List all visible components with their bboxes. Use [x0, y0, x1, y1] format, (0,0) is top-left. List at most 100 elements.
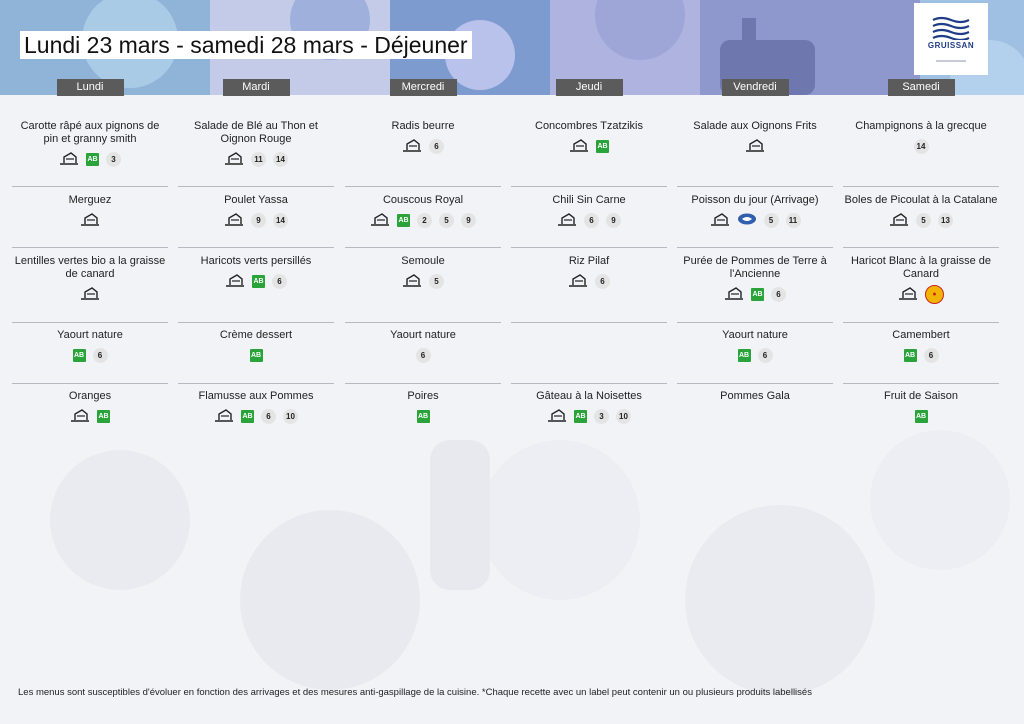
dish-name: Boles de Picoulat à la Catalane — [844, 194, 998, 206]
allergen-badge: 10 — [283, 409, 298, 424]
homemade-icon — [557, 212, 577, 230]
page-title: Lundi 23 mars - samedi 28 mars - Déjeune… — [20, 31, 472, 59]
meal-icons: AB 6 — [843, 348, 999, 363]
meal-icons: 11 14 — [178, 151, 334, 169]
meal-cell: Radis beurre 6 — [345, 120, 501, 154]
dish-name: Merguez — [68, 194, 112, 206]
row-separator — [843, 186, 999, 187]
organic-bio-icon: AB — [751, 288, 764, 301]
row-separator — [511, 247, 667, 248]
organic-bio-icon: AB — [574, 410, 587, 423]
row-separator — [345, 186, 501, 187]
dish-name: Carotte râpé aux pignons de pin et grann… — [20, 120, 160, 145]
allergen-badge: 6 — [261, 409, 276, 424]
dish-name: Lentilles vertes bio a la graisse de can… — [14, 255, 166, 280]
allergen-badge: 6 — [429, 139, 444, 154]
row-separator — [178, 383, 334, 384]
day-header: Mercredi — [389, 79, 457, 96]
meal-icons: AB 6 — [677, 348, 833, 363]
row-separator — [677, 322, 833, 323]
quality-label-icon: ● — [925, 285, 944, 304]
dish-name: Poisson du jour (Arrivage) — [691, 194, 819, 206]
dish-name: Haricots verts persillés — [200, 255, 312, 267]
homemade-icon — [568, 273, 588, 291]
homemade-icon — [224, 212, 244, 230]
meal-icons: AB 6 — [178, 273, 334, 291]
row-separator — [12, 247, 168, 248]
organic-bio-icon: AB — [249, 349, 263, 362]
meal-icons: AB — [345, 409, 501, 424]
meal-cell: Poires AB — [345, 390, 501, 424]
allergen-badge: 6 — [415, 348, 431, 363]
organic-bio-icon: AB — [241, 410, 254, 423]
homemade-icon — [224, 151, 244, 169]
logo-divider — [936, 60, 966, 62]
meal-cell: Boles de Picoulat à la Catalane 5 13 — [843, 194, 999, 228]
day-header: Lundi — [56, 79, 124, 96]
dish-name: Salade aux Oignons Frits — [693, 120, 817, 132]
allergen-badge: 9 — [251, 213, 266, 228]
dish-name: Pommes Gala — [720, 390, 790, 402]
row-separator — [677, 186, 833, 187]
organic-bio-icon: AB — [397, 214, 410, 227]
homemade-icon — [402, 138, 422, 156]
row-separator — [345, 247, 501, 248]
homemade-icon — [225, 273, 245, 291]
row-separator — [677, 383, 833, 384]
dish-name: Crème dessert — [219, 329, 293, 341]
meal-icons: AB 3 10 — [511, 408, 667, 426]
meal-icons: AB 6 — [677, 286, 833, 302]
meal-icons: 9 14 — [178, 212, 334, 230]
meal-cell: Camembert AB 6 — [843, 329, 999, 363]
row-separator — [345, 322, 501, 323]
organic-bio-icon: AB — [903, 349, 917, 362]
organic-bio-icon: AB — [596, 140, 609, 153]
allergen-badge: 6 — [595, 274, 610, 289]
allergen-badge: 6 — [757, 348, 773, 363]
row-separator — [843, 322, 999, 323]
meal-cell: Fruit de Saison AB — [843, 390, 999, 424]
allergen-badge: 11 — [785, 213, 801, 228]
meal-cell: Haricot Blanc à la graisse de Canard ● — [843, 255, 999, 304]
footer-note: Les menus sont susceptibles d'évoluer en… — [18, 687, 812, 698]
meal-icons: 14 — [843, 139, 999, 154]
homemade-icon — [898, 286, 918, 304]
waves-icon — [932, 16, 970, 40]
organic-bio-icon: AB — [416, 410, 430, 423]
sustainable-fishing-icon — [737, 213, 757, 229]
organic-bio-icon: AB — [72, 349, 86, 362]
meal-cell: Gâteau à la Noisettes AB 3 10 — [511, 390, 667, 424]
allergen-badge: 5 — [429, 274, 444, 289]
meal-icons: 5 11 — [677, 212, 833, 229]
homemade-icon — [547, 408, 567, 426]
allergen-badge: 9 — [461, 213, 476, 228]
day-header: Jeudi — [555, 79, 623, 96]
row-separator — [12, 383, 168, 384]
gruissan-logo: GRUISSAN — [914, 3, 988, 75]
allergen-badge: 5 — [439, 213, 454, 228]
day-column-4: Vendredi Salade aux Oignons Frits Poisson … — [677, 79, 833, 402]
dish-name: Gâteau à la Noisettes — [536, 390, 642, 402]
meal-cell: Poisson du jour (Arrivage) 5 11 — [677, 194, 833, 228]
dish-name: Fruit de Saison — [884, 390, 958, 402]
dish-name: Semoule — [401, 255, 445, 267]
allergen-badge: 10 — [616, 409, 631, 424]
dish-name: Salade de Blé au Thon et Oignon Rouge — [194, 120, 318, 145]
dish-name: Yaourt nature — [722, 329, 788, 341]
homemade-icon — [745, 138, 765, 156]
meal-cell: Chili Sin Carne 6 9 — [511, 194, 667, 228]
dish-name: Concombres Tzatzikis — [535, 120, 643, 132]
dish-name: Radis beurre — [391, 120, 455, 132]
day-header: Vendredi — [721, 79, 789, 96]
row-separator — [511, 322, 667, 323]
allergen-badge: 11 — [251, 152, 266, 167]
row-separator — [843, 247, 999, 248]
allergen-badge: 14 — [273, 152, 288, 167]
allergen-badge: 9 — [606, 213, 621, 228]
organic-bio-icon: AB — [914, 410, 928, 423]
meal-cell: Carotte râpé aux pignons de pin et grann… — [12, 120, 168, 167]
dish-name: Haricot Blanc à la graisse de Canard — [850, 255, 991, 280]
dish-name: Yaourt nature — [390, 329, 456, 341]
